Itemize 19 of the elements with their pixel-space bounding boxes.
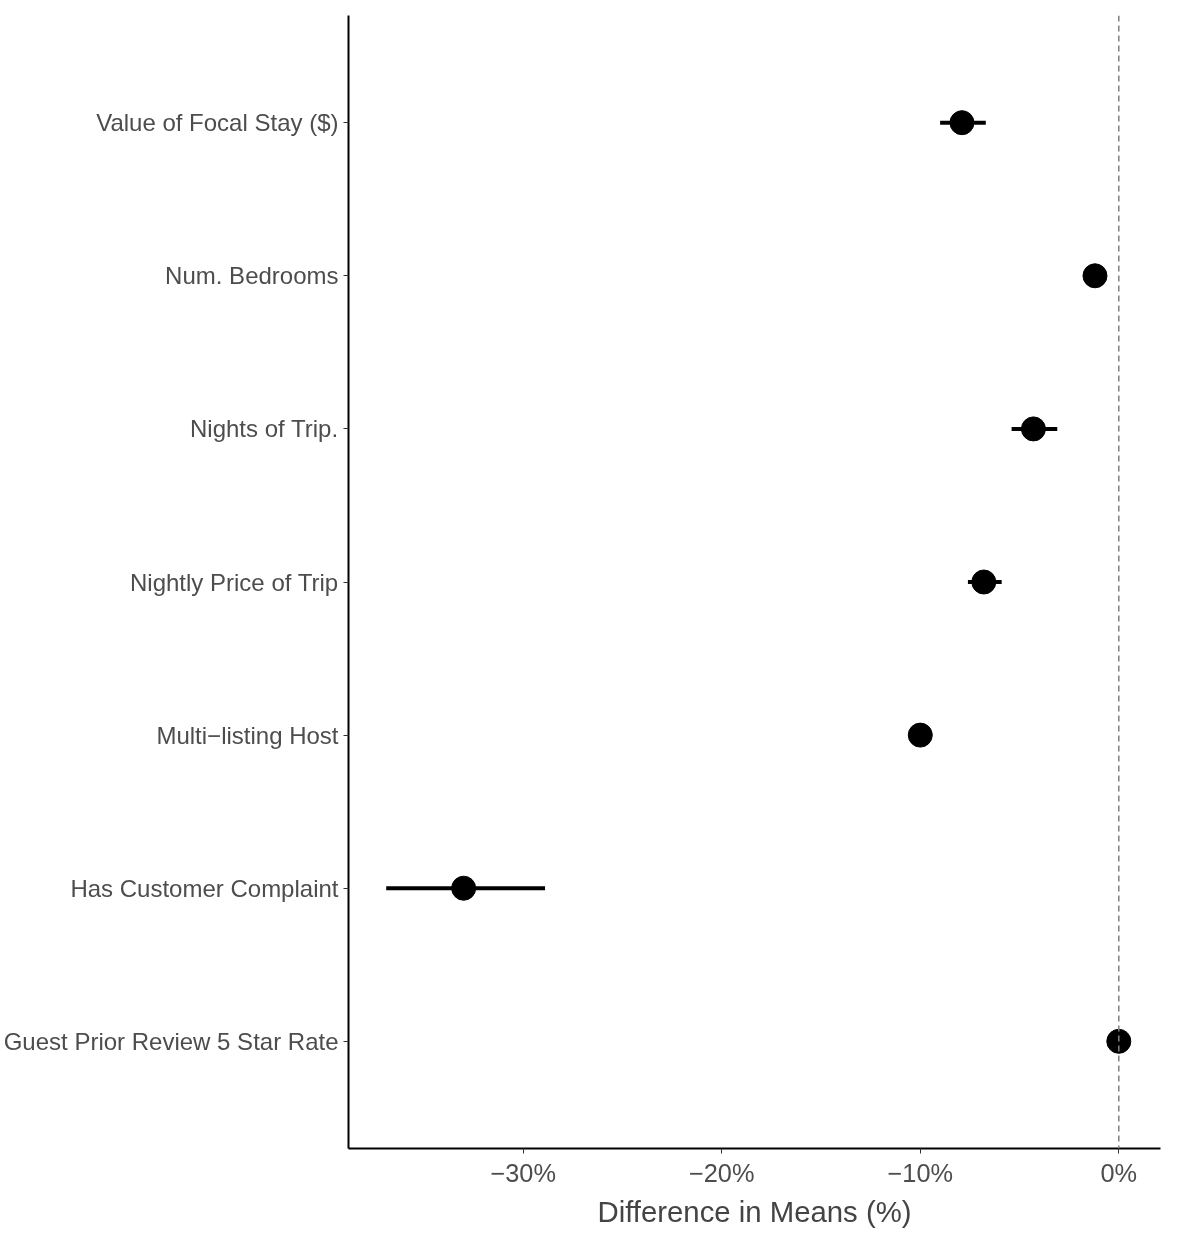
y-tick-label: Num. Bedrooms [165,262,339,290]
x-tick-label: −20% [689,1158,755,1187]
x-tick-label: −10% [887,1158,954,1187]
y-tick-label: Has Customer Complaint [70,874,339,902]
y-tick-label: Guest Prior Review 5 Star Rate [3,1027,339,1055]
point [971,569,997,595]
x-axis-title: Difference in Means (%) [597,1194,912,1228]
y-tick-label: Nightly Price of Trip [130,568,339,596]
point [949,110,975,136]
y-tick-label: Value of Focal Stay ($) [96,109,339,137]
point [451,875,477,901]
point [1082,263,1108,289]
point [1106,1028,1132,1054]
y-tick-label: Nights of Trip. [190,415,339,443]
x-tick-label: −30% [490,1158,556,1187]
y-tick-label: Multi−listing Host [156,721,339,749]
x-tick-label: 0% [1100,1158,1138,1187]
point [907,722,933,748]
point [1020,416,1046,442]
